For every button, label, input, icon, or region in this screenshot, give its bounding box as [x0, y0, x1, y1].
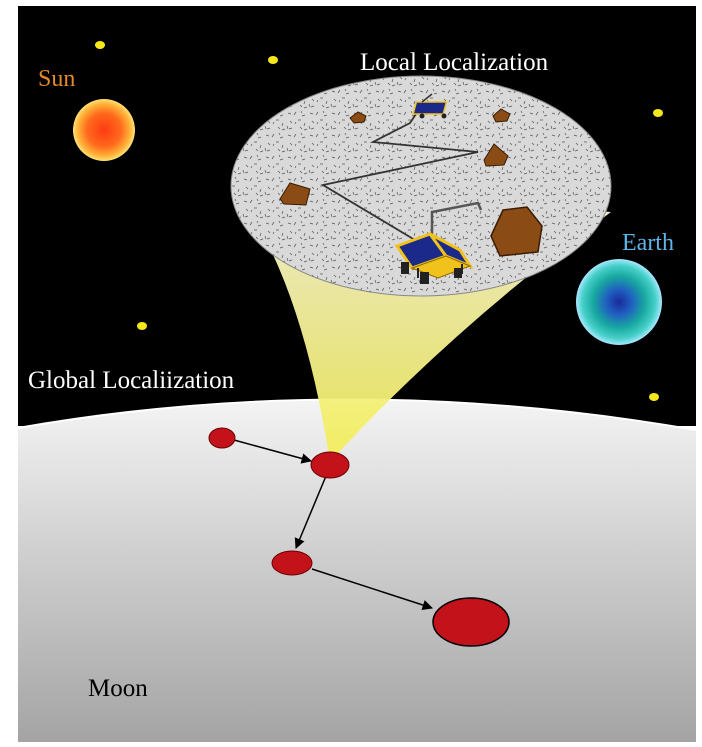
rover-large	[394, 201, 483, 284]
rock	[483, 143, 509, 167]
star	[137, 322, 147, 330]
site-marker	[310, 451, 350, 479]
sun-label: Sun	[38, 66, 75, 92]
global-sites	[208, 427, 510, 647]
rover-path	[320, 107, 479, 241]
path-arrow	[233, 439, 313, 464]
path-arrow	[294, 475, 327, 549]
star	[649, 393, 659, 401]
global-path	[233, 439, 433, 611]
local-localization-label: Local Localization	[360, 49, 549, 76]
star	[268, 56, 278, 64]
site-marker	[432, 597, 510, 647]
site-marker	[271, 550, 313, 576]
site-marker	[208, 427, 236, 449]
earth-label: Earth	[622, 230, 674, 256]
moon-surface	[18, 399, 696, 742]
rover-small	[412, 93, 448, 119]
sun-icon	[73, 99, 135, 161]
moon-label: Moon	[88, 675, 148, 702]
rocks	[279, 108, 543, 257]
global-localization-label: Global Localiization	[28, 367, 235, 394]
star	[95, 41, 105, 49]
rock	[492, 108, 511, 123]
path-arrow	[311, 568, 433, 611]
stars	[95, 41, 663, 401]
rock	[279, 182, 311, 206]
rock	[349, 111, 367, 124]
star	[653, 109, 663, 117]
earth-icon	[576, 259, 662, 345]
rock	[490, 206, 543, 257]
